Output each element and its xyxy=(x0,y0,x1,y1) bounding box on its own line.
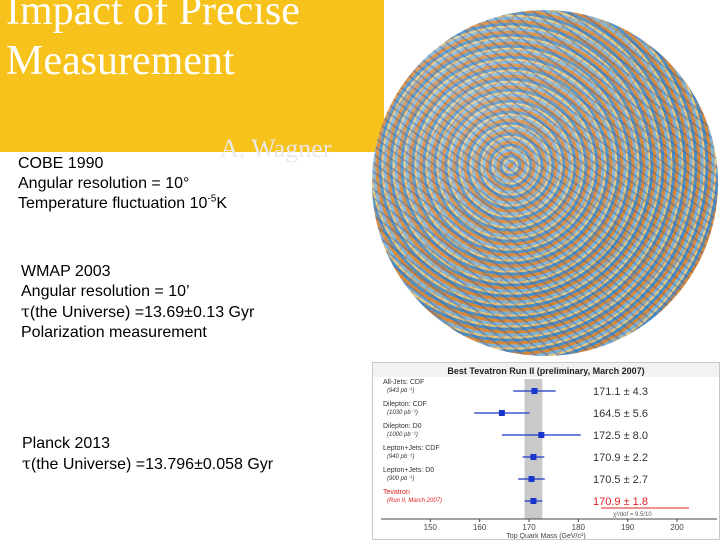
cmb-sky-map xyxy=(372,10,718,356)
data-point xyxy=(538,432,545,438)
planck-tau-symbol: τ xyxy=(22,454,31,473)
measurement-sublabel: (900 pb⁻¹) xyxy=(387,476,415,482)
data-point xyxy=(498,410,505,416)
cobe-line-1: COBE 1990 xyxy=(18,155,104,172)
author-name: A. Wagner xyxy=(220,134,332,163)
measurement-sublabel: (1030 pb⁻¹) xyxy=(387,410,418,416)
x-tick-label: 170 xyxy=(522,523,536,532)
slide-title: Impact of Precise Measurement xyxy=(6,0,300,86)
value-label: 170.5 ± 2.7 xyxy=(593,474,648,486)
wmap-line-2: Angular resolution = 10’ xyxy=(21,283,190,300)
data-point xyxy=(530,498,537,504)
value-label: 170.9 ± 2.2 xyxy=(593,452,648,464)
x-tick-label: 190 xyxy=(621,523,635,532)
wmap-line-1: WMAP 2003 xyxy=(21,263,111,280)
planck-line-2: τ(the Universe) =13.796±0.058 Gyr xyxy=(22,454,273,475)
title-panel: Impact of Precise Measurement xyxy=(0,0,384,152)
x-tick-label: 160 xyxy=(473,523,487,532)
value-label: 170.9 ± 1.8 xyxy=(593,496,648,508)
wmap-tau-symbol: τ xyxy=(21,302,30,321)
wmap-line-4: Polarization measurement xyxy=(21,324,207,341)
measurement-label: Lepton+Jets: D0 xyxy=(383,467,434,474)
data-point xyxy=(530,454,537,460)
measurement-sublabel: (Run II, March 2007) xyxy=(387,498,442,504)
cobe-fluct-exponent: -5 xyxy=(207,193,217,205)
measurement-label: Dilepton: D0 xyxy=(383,423,422,430)
cobe-line-3: Temperature fluctuation 10-5K xyxy=(18,194,227,214)
x-tick-label: 200 xyxy=(670,523,684,532)
value-label: 172.5 ± 8.0 xyxy=(593,430,648,442)
measurement-sublabel: (1000 pb⁻¹) xyxy=(387,432,418,438)
chart-title: Best Tevatron Run II (preliminary, March… xyxy=(447,366,644,376)
cobe-fluct-unit: K xyxy=(216,195,228,212)
wmap-age-text: (the Universe) =13.69±0.13 Gyr xyxy=(29,304,255,321)
planck-age-text: (the Universe) =13.796±0.058 Gyr xyxy=(30,456,274,473)
wmap-line-3: τ(the Universe) =13.69±0.13 Gyr xyxy=(21,302,254,323)
chi2-annotation: χ²/dof = 9.5/10 xyxy=(613,512,652,518)
cobe-fluct-text: Temperature fluctuation 10 xyxy=(18,195,208,212)
x-tick-label: 150 xyxy=(424,523,438,532)
cobe-block: COBE 1990 Angular resolution = 10° Tempe… xyxy=(18,154,227,214)
chart-title-bar xyxy=(373,363,719,377)
value-label: 164.5 ± 5.6 xyxy=(593,408,648,420)
cmb-texture xyxy=(372,10,718,356)
measurement-sublabel: (940 pb⁻¹) xyxy=(387,454,415,460)
measurement-label: Dilepton: CDF xyxy=(383,401,427,408)
x-axis-label: Top Quark Mass (GeV/c²) xyxy=(506,533,585,539)
x-tick-label: 180 xyxy=(572,523,586,532)
title-line-2: Measurement xyxy=(6,38,235,84)
wmap-block: WMAP 2003 Angular resolution = 10’ τ(the… xyxy=(21,262,254,343)
top-mass-chart-panel: Best Tevatron Run II (preliminary, March… xyxy=(372,362,720,540)
measurement-sublabel: (943 pb⁻¹) xyxy=(387,388,415,394)
data-point xyxy=(528,476,535,482)
top-mass-chart: Best Tevatron Run II (preliminary, March… xyxy=(373,363,719,540)
data-point xyxy=(531,388,538,394)
cobe-line-2: Angular resolution = 10° xyxy=(18,175,190,192)
measurement-label: Tevatron xyxy=(383,489,410,496)
planck-line-1: Planck 2013 xyxy=(22,435,111,452)
value-label: 171.1 ± 4.3 xyxy=(593,386,648,398)
planck-block: Planck 2013 τ(the Universe) =13.796±0.05… xyxy=(22,434,273,475)
measurement-label: All-Jets: CDF xyxy=(383,379,424,386)
title-line-1: Impact of Precise xyxy=(6,0,300,34)
combined-mass-band xyxy=(524,379,543,519)
measurement-label: Lepton+Jets: CDF xyxy=(383,445,440,452)
